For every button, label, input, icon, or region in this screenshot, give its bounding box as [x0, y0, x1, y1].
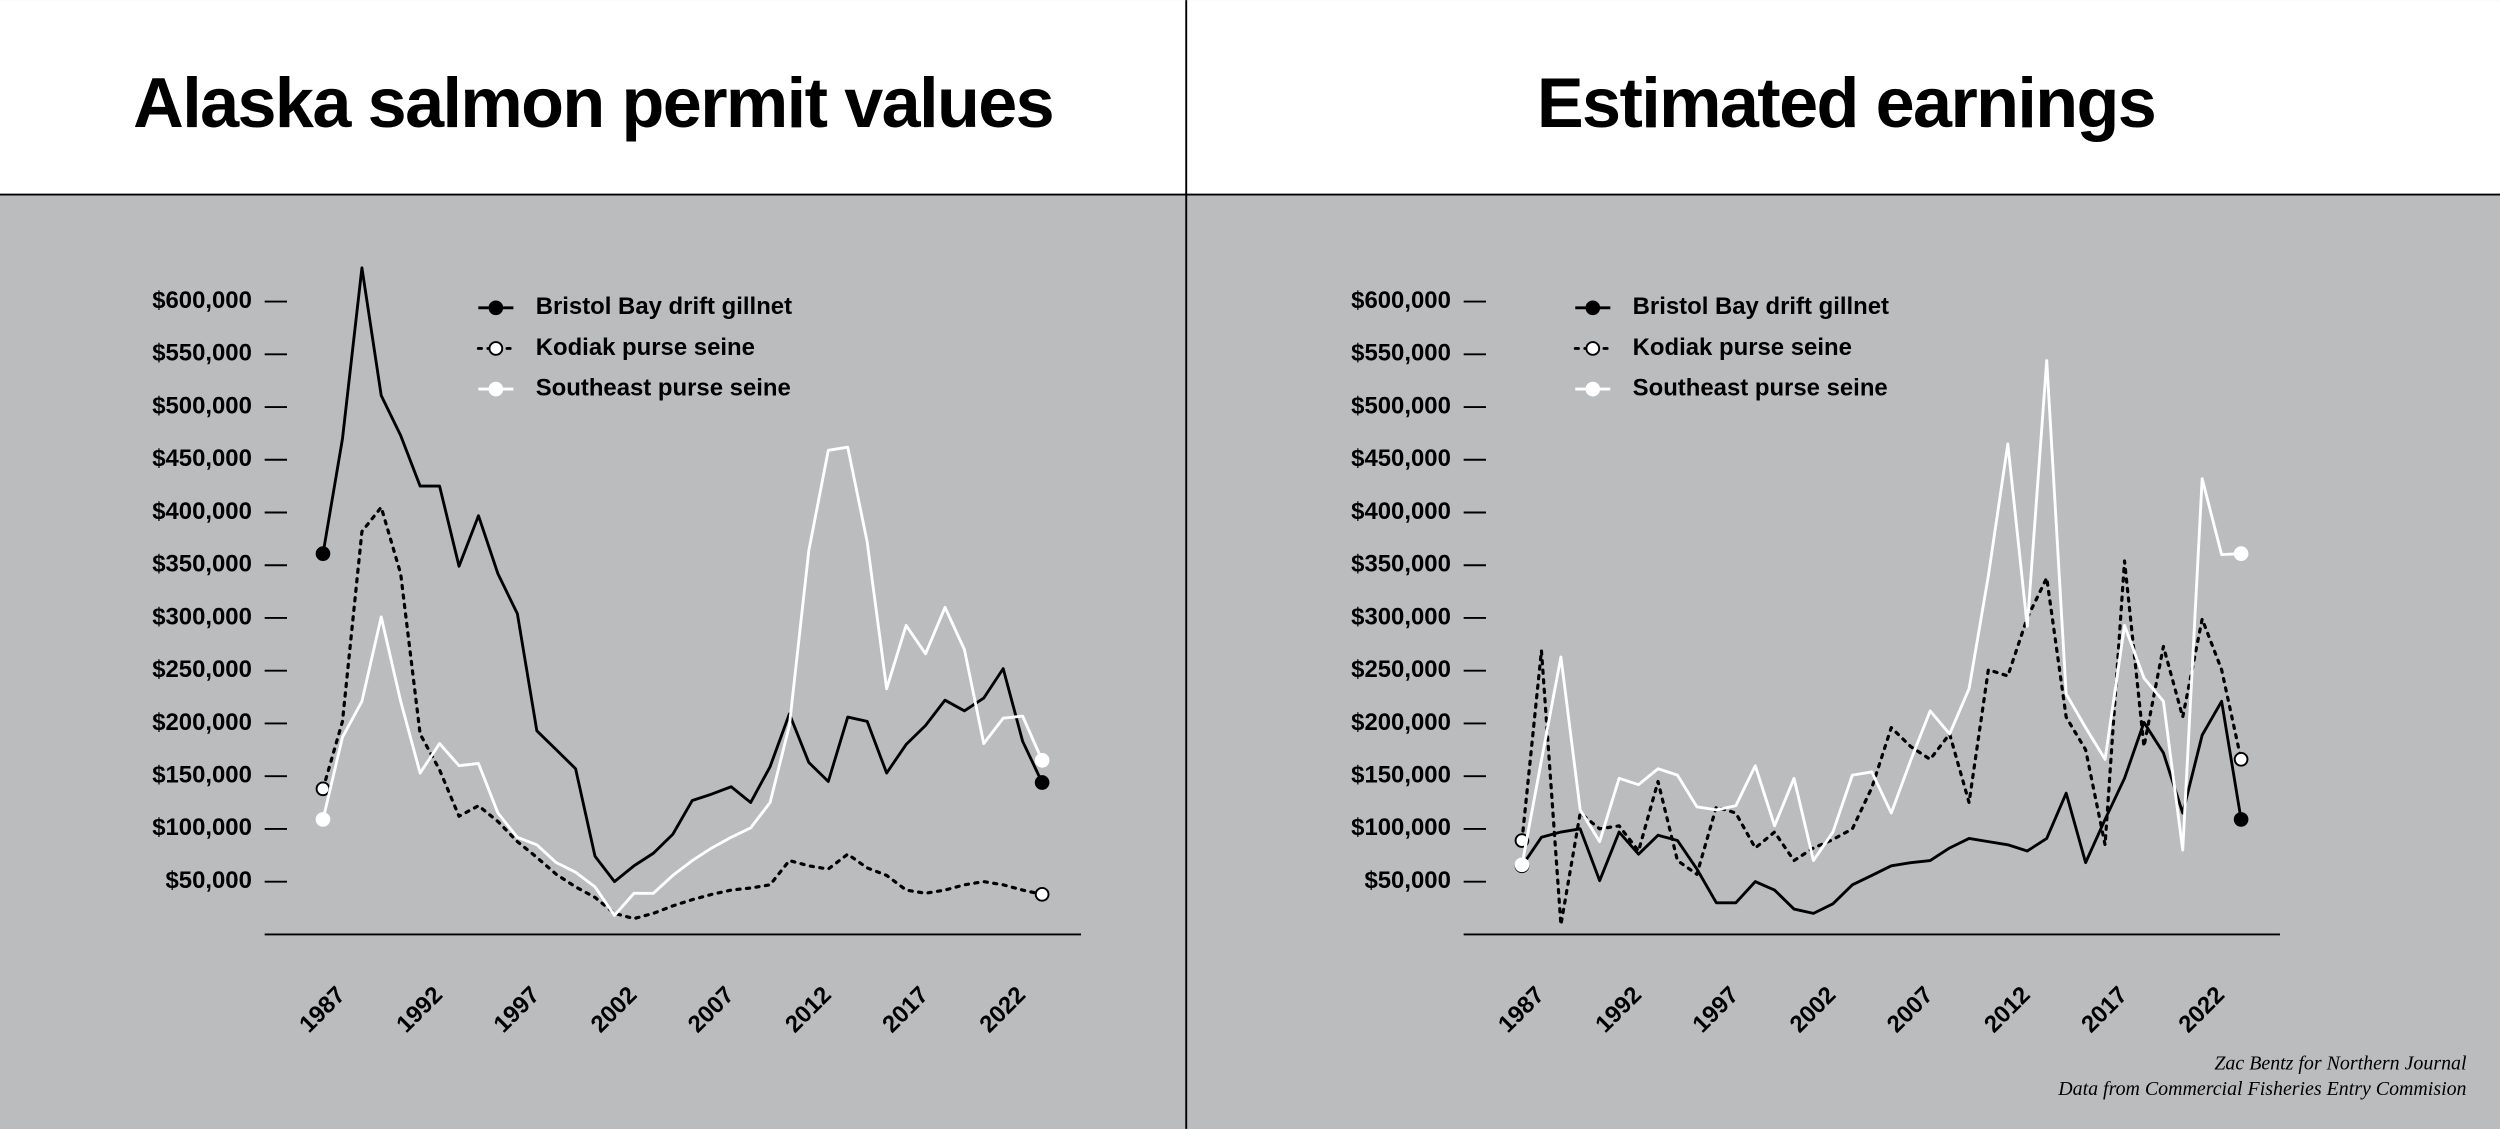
end-marker	[2233, 812, 2249, 827]
series-line	[321, 505, 1044, 921]
legend-label: Kodiak purse seine	[536, 334, 755, 361]
series-line	[1520, 359, 2242, 865]
end-marker	[1514, 857, 1530, 873]
legend-label: Kodiak purse seine	[1633, 334, 1852, 361]
end-marker	[2233, 751, 2249, 767]
legend-label: Southeast purse seine	[536, 374, 791, 401]
y-tick-label: $300,000	[152, 603, 252, 630]
y-tick-label: $50,000	[165, 867, 251, 894]
legend-marker	[1585, 341, 1601, 356]
end-marker	[1034, 753, 1050, 768]
plot-band	[0, 194, 2500, 1129]
legend-label: Bristol Bay drift gillnet	[1633, 293, 1889, 320]
y-tick-label: $450,000	[152, 445, 252, 472]
y-tick-label: $600,000	[152, 287, 252, 314]
header-band	[0, 0, 2500, 195]
y-tick-label: $300,000	[1351, 603, 1451, 630]
y-tick-label: $50,000	[1364, 867, 1450, 894]
series-line	[321, 266, 1044, 884]
end-marker	[2233, 546, 2249, 561]
y-tick-label: $200,000	[1351, 709, 1451, 736]
y-tick-label: $150,000	[152, 761, 252, 788]
chart-title: Estimated earnings	[1537, 63, 2155, 142]
end-marker	[1034, 886, 1050, 902]
y-tick-label: $100,000	[152, 814, 252, 841]
credit: Zac Bentz for Northern Journal	[2214, 1053, 2467, 1075]
legend-marker	[1585, 381, 1601, 397]
legend-marker	[488, 341, 504, 356]
y-tick-label: $550,000	[1351, 340, 1451, 367]
series-line	[321, 445, 1044, 917]
y-tick-label: $200,000	[152, 709, 252, 736]
y-tick-label: $150,000	[1351, 761, 1451, 788]
series-line	[1520, 699, 2243, 915]
y-tick-label: $350,000	[1351, 551, 1451, 578]
y-tick-label: $250,000	[1351, 656, 1451, 683]
y-tick-label: $450,000	[1351, 445, 1451, 472]
end-marker	[315, 781, 331, 797]
y-tick-label: $600,000	[1351, 287, 1451, 314]
legend-marker	[488, 300, 504, 316]
y-tick-label: $400,000	[1351, 498, 1451, 525]
y-tick-label: $500,000	[1351, 392, 1451, 419]
y-tick-label: $400,000	[152, 498, 252, 525]
y-tick-label: $550,000	[152, 340, 252, 367]
credit: Data from Commercial Fisheries Entry Com…	[2057, 1078, 2466, 1100]
chart-title: Alaska salmon permit values	[133, 63, 1053, 142]
y-tick-label: $350,000	[152, 551, 252, 578]
y-tick-label: $500,000	[152, 392, 252, 419]
legend-label: Southeast purse seine	[1633, 374, 1888, 401]
y-tick-label: $250,000	[152, 656, 252, 683]
series-line	[1520, 559, 2243, 927]
end-marker	[315, 546, 331, 561]
legend-marker	[488, 381, 504, 397]
end-marker	[315, 812, 331, 827]
y-tick-label: $100,000	[1351, 814, 1451, 841]
legend-marker	[1585, 300, 1601, 316]
end-marker	[1034, 775, 1050, 790]
legend-label: Bristol Bay drift gillnet	[536, 293, 792, 320]
